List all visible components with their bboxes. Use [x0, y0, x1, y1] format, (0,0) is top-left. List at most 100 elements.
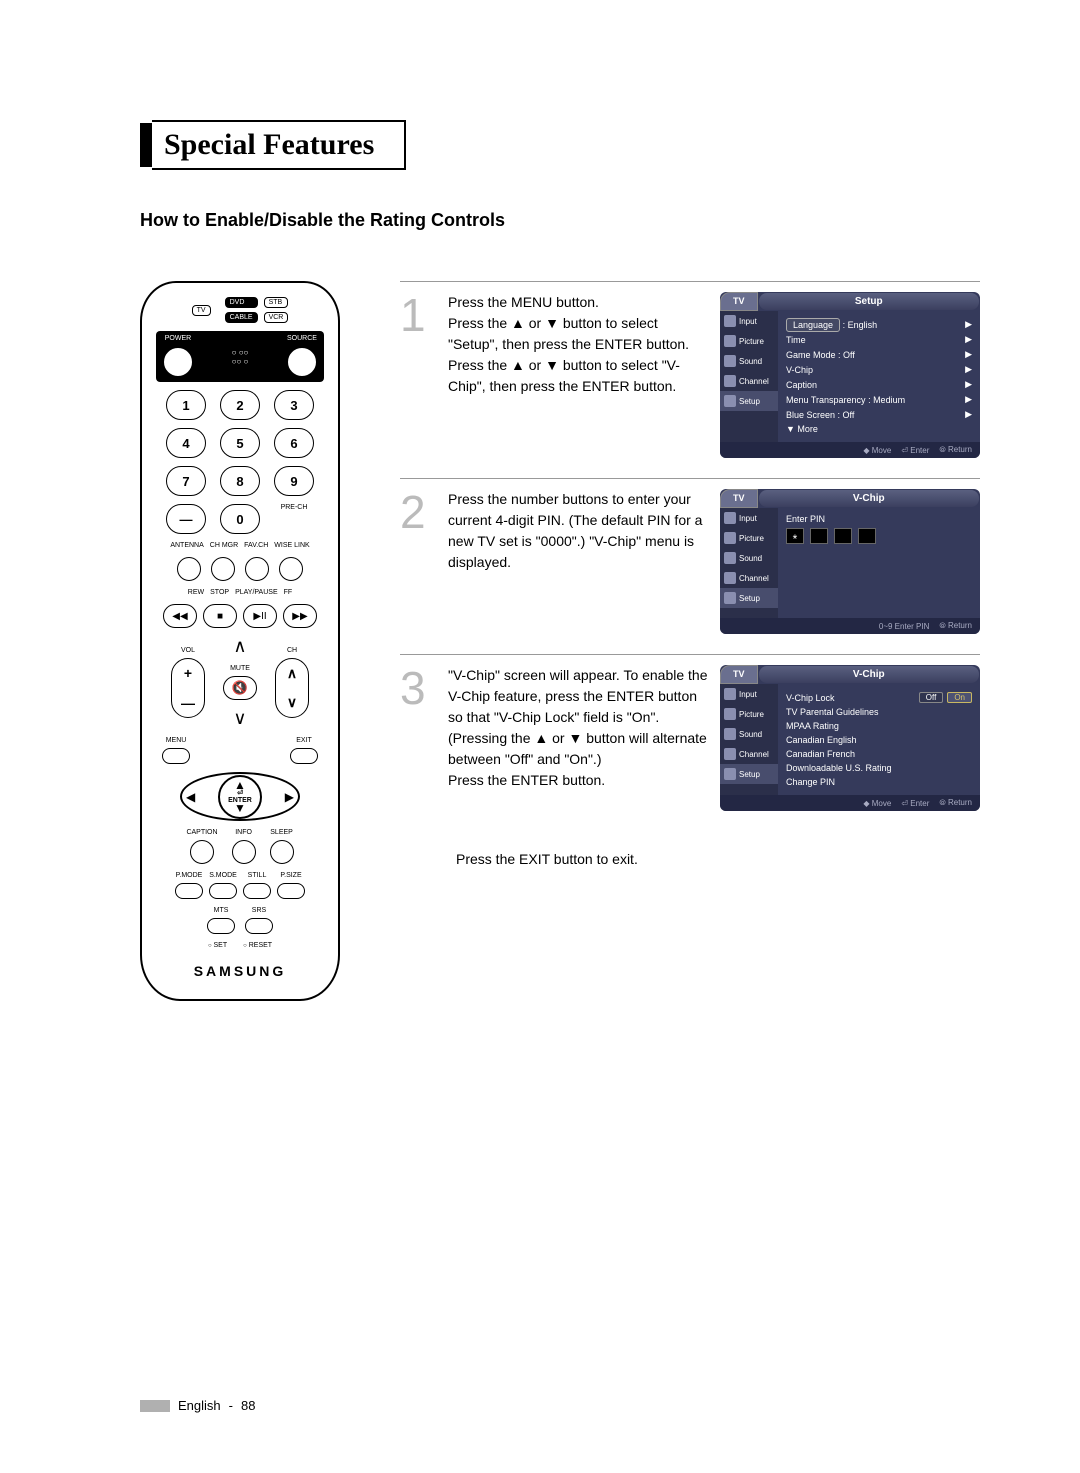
pmode-label: P.MODE [176, 872, 203, 879]
play-button[interactable]: ▶II [243, 604, 277, 628]
btn-6[interactable]: 6 [274, 428, 314, 458]
osd-footer-enter: ⏎ Enter [901, 798, 929, 808]
enter-button[interactable]: ⏎ENTER [218, 775, 262, 819]
remote-control: TV DVD STB CABLE VCR POWER⏻ ○ ○○○○ ○ SOU… [140, 281, 340, 1001]
mts-label: MTS [214, 907, 229, 914]
btn-3[interactable]: 3 [274, 390, 314, 420]
source-button[interactable] [286, 346, 318, 378]
remote-stb-label: STB [264, 297, 289, 308]
osd-sidebar: Input Picture Sound Channel Setup [720, 311, 778, 442]
mts-button[interactable] [207, 918, 235, 934]
osd-footer-enter: ⏎ Enter [901, 445, 929, 455]
lbl-stop: STOP [210, 589, 229, 596]
pmode-button[interactable] [175, 883, 203, 899]
side-sound: Sound [739, 357, 762, 366]
favch-button[interactable] [245, 557, 269, 581]
step-number: 2 [400, 489, 436, 634]
smode-button[interactable] [209, 883, 237, 899]
pin-box-3 [834, 528, 852, 544]
pin-box-4 [858, 528, 876, 544]
osd-item: Blue Screen [786, 410, 835, 420]
osd-tv-label: TV [720, 665, 758, 684]
opt-on: On [947, 692, 972, 703]
btn-1[interactable]: 1 [166, 390, 206, 420]
content-row: TV DVD STB CABLE VCR POWER⏻ ○ ○○○○ ○ SOU… [140, 281, 980, 1001]
osd-item: Canadian English [786, 735, 857, 745]
osd-content: Language : English▶ Time▶ Game Mode : Of… [778, 311, 980, 442]
side-channel: Channel [739, 750, 769, 759]
power-button[interactable]: ⏻ [162, 346, 194, 378]
osd-content: V-Chip LockOffOn TV Parental Guidelines … [778, 684, 980, 795]
side-input: Input [739, 690, 757, 699]
lbl-rew: REW [188, 589, 204, 596]
osd-item: Language [786, 318, 840, 332]
osd-item: Change PIN [786, 777, 835, 787]
exit-button[interactable] [290, 748, 318, 764]
footer-lang: English [178, 1398, 221, 1413]
osd-title: V-Chip [759, 666, 979, 683]
ff-button[interactable]: ▶▶ [283, 604, 317, 628]
osd-footer-move: ◆ Move [863, 798, 891, 808]
side-picture: Picture [739, 534, 764, 543]
osd-item: Time [786, 335, 806, 345]
btn-0[interactable]: 0 [220, 504, 260, 534]
ch-up-icon: ∧ [233, 636, 246, 657]
btn-4[interactable]: 4 [166, 428, 206, 458]
btn-8[interactable]: 8 [220, 466, 260, 496]
btn-dash[interactable]: — [166, 504, 206, 534]
still-button[interactable] [243, 883, 271, 899]
osd-footer-return: ⦾ Return [939, 445, 972, 455]
mute-button[interactable]: 🔇 [223, 676, 257, 700]
wiselink-button[interactable] [279, 557, 303, 581]
side-setup: Setup [739, 594, 760, 603]
right-arrow-icon: ▶ [285, 790, 294, 804]
rew-button[interactable]: ◀◀ [163, 604, 197, 628]
number-pad: 1 2 3 4 5 6 7 8 9 — 0 PRE-CH [166, 390, 314, 534]
srs-button[interactable] [245, 918, 273, 934]
osd-item: Canadian French [786, 749, 855, 759]
osd-item: TV Parental Guidelines [786, 707, 879, 717]
side-input: Input [739, 317, 757, 326]
antenna-button[interactable] [177, 557, 201, 581]
sleep-label: SLEEP [270, 829, 293, 836]
exit-label: EXIT [296, 737, 312, 744]
info-button[interactable] [232, 840, 256, 864]
side-sound: Sound [739, 730, 762, 739]
step-text: "V-Chip" screen will appear. To enable t… [448, 665, 708, 811]
btn-7[interactable]: 7 [166, 466, 206, 496]
lbl-ff: FF [284, 589, 293, 596]
remote-vcr-label: VCR [264, 312, 289, 323]
btn-2[interactable]: 2 [220, 390, 260, 420]
menu-label: MENU [166, 737, 187, 744]
menu-button[interactable] [162, 748, 190, 764]
footer-bar [140, 1400, 170, 1412]
lbl-favch: FAV.CH [244, 542, 268, 549]
osd-item: V-Chip [786, 365, 813, 375]
osd-item: Caption [786, 380, 817, 390]
caption-button[interactable] [190, 840, 214, 864]
chmgr-button[interactable] [211, 557, 235, 581]
osd-item: Downloadable U.S. Rating [786, 763, 892, 773]
osd-tv-label: TV [720, 489, 758, 508]
dpad[interactable]: ▲ ▼ ◀ ▶ ⏎ENTER [180, 772, 300, 821]
lbl-wiselink: WISE LINK [274, 542, 309, 549]
pin-box-2 [810, 528, 828, 544]
step-3: 3 "V-Chip" screen will appear. To enable… [400, 654, 980, 811]
lbl-chmgr: CH MGR [210, 542, 238, 549]
srs-label: SRS [252, 907, 266, 914]
psize-button[interactable] [277, 883, 305, 899]
opt-off: Off [919, 692, 944, 703]
osd-item: ▼ More [786, 424, 818, 434]
vol-rocker[interactable]: +— [171, 658, 205, 718]
ch-down-icon: ∨ [233, 708, 246, 729]
stop-button[interactable]: ■ [203, 604, 237, 628]
info-label: INFO [235, 829, 252, 836]
source-label: SOURCE [287, 335, 317, 342]
btn-9[interactable]: 9 [274, 466, 314, 496]
ch-rocker[interactable]: ∧∨ [275, 658, 309, 718]
lbl-play: PLAY/PAUSE [235, 589, 278, 596]
vol-label: VOL [181, 647, 195, 654]
btn-5[interactable]: 5 [220, 428, 260, 458]
sleep-button[interactable] [270, 840, 294, 864]
osd-title: Setup [759, 293, 979, 310]
